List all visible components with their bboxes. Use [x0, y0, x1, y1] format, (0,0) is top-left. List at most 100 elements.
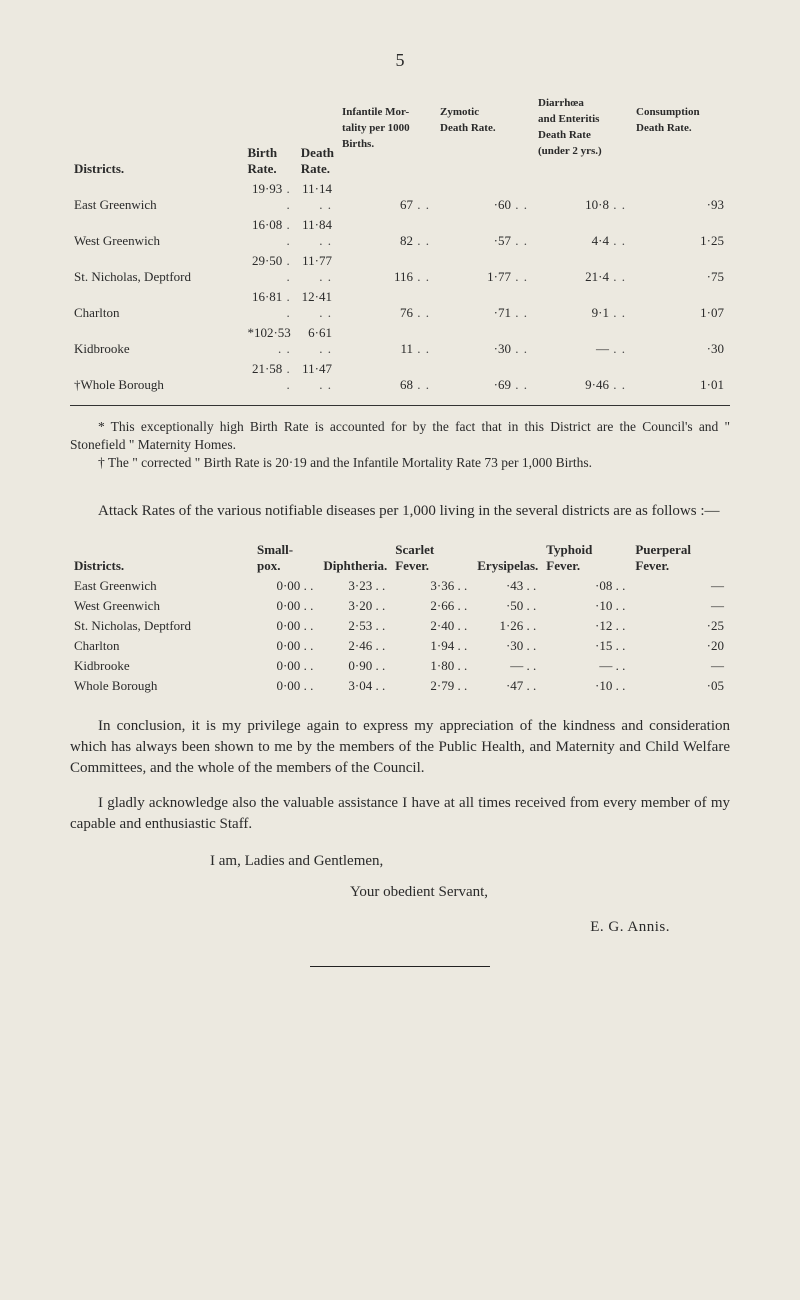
smallpox-cell: 0·00 . . [253, 576, 319, 596]
sig-name: E. G. Annis. [70, 919, 730, 936]
diphtheria-cell: 3·23 . . [319, 576, 391, 596]
death-cell: 11·84 . . [297, 215, 338, 251]
table-row: Kidbrooke0·00 . . 0·90 . . 1·80 . . — . … [70, 656, 730, 676]
scarlet-cell: 3·36 . . [391, 576, 473, 596]
table-row: Kidbrooke*102·53 . . 6·61 . . 11 . . ·30… [70, 323, 730, 359]
col2-erysipelas: Erysipelas. [473, 540, 542, 576]
consumption-cell: 1·25 [632, 215, 730, 251]
col2-districts: Districts. [70, 540, 253, 576]
infantile-cell: 76 . . [338, 287, 436, 323]
puerperal-cell: — [631, 596, 730, 616]
scanned-page: 5 Districts. Birth Rate. Death Rate. Inf… [0, 0, 800, 1300]
death-cell: 11·47 . . [297, 359, 338, 395]
consumption-cell: ·30 [632, 323, 730, 359]
district-cell: Charlton [70, 636, 253, 656]
birth-cell: 19·93 . . [243, 179, 296, 215]
table-row: East Greenwich0·00 . . 3·23 . . 3·36 . .… [70, 576, 730, 596]
col-consumption: Consumption Death Rate. [632, 111, 730, 179]
col-birth-rate: Birth Rate. [243, 111, 296, 179]
infantile-cell: 67 . . [338, 179, 436, 215]
table1-rule [70, 405, 730, 406]
smallpox-cell: 0·00 . . [253, 636, 319, 656]
infantile-cell: 11 . . [338, 323, 436, 359]
typhoid-cell: ·15 . . [542, 636, 631, 656]
consumption-cell: 1·01 [632, 359, 730, 395]
smallpox-cell: 0·00 . . [253, 656, 319, 676]
col2-typhoid: Typhoid Fever. [542, 540, 631, 576]
diphtheria-cell: 3·20 . . [319, 596, 391, 616]
scarlet-cell: 2·40 . . [391, 616, 473, 636]
diarrhoea-cell: 9·1 . . [534, 287, 632, 323]
erysipelas-cell: 1·26 . . [473, 616, 542, 636]
end-rule [310, 966, 490, 967]
smallpox-cell: 0·00 . . [253, 676, 319, 696]
zymotic-cell: ·30 . . [436, 323, 534, 359]
col-diarrhoea: Diarrhœa and Enteritis Death Rate (under… [534, 111, 632, 179]
typhoid-cell: ·10 . . [542, 596, 631, 616]
death-cell: 12·41 . . [297, 287, 338, 323]
death-cell: 11·77 . . [297, 251, 338, 287]
diarrhoea-cell: 10·8 . . [534, 179, 632, 215]
infantile-cell: 82 . . [338, 215, 436, 251]
table-row: West Greenwich16·08 . . 11·84 . . 82 . .… [70, 215, 730, 251]
col-districts: Districts. [70, 111, 243, 179]
zymotic-cell: ·60 . . [436, 179, 534, 215]
col-infantile: Infantile Mor- tality per 1000 Births. [338, 111, 436, 179]
puerperal-cell: ·25 [631, 616, 730, 636]
consumption-cell: ·93 [632, 179, 730, 215]
col2-diphtheria: Diphtheria. [319, 540, 391, 576]
signoff-block: I am, Ladies and Gentlemen, Your obedien… [70, 853, 730, 936]
erysipelas-cell: ·47 . . [473, 676, 542, 696]
district-cell: St. Nicholas, Deptford [70, 616, 253, 636]
birth-cell: 16·08 . . [243, 215, 296, 251]
attack-rates-para: Attack Rates of the various notifiable d… [70, 501, 730, 522]
sig-closing: Your obedient Servant, [70, 884, 730, 901]
col2-puerperal: Puerperal Fever. [631, 540, 730, 576]
table-row: Charlton16·81 . . 12·41 . . 76 . . ·71 .… [70, 287, 730, 323]
typhoid-cell: — . . [542, 656, 631, 676]
zymotic-cell: ·57 . . [436, 215, 534, 251]
smallpox-cell: 0·00 . . [253, 596, 319, 616]
diarrhoea-cell: 4·4 . . [534, 215, 632, 251]
footnote-block: * This exceptionally high Birth Rate is … [70, 418, 730, 473]
scarlet-cell: 1·94 . . [391, 636, 473, 656]
erysipelas-cell: — . . [473, 656, 542, 676]
col-death-rate: Death Rate. [297, 111, 338, 179]
district-cell: West Greenwich [70, 215, 243, 251]
death-cell: 11·14 . . [297, 179, 338, 215]
district-cell: †Whole Borough [70, 359, 243, 395]
puerperal-cell: ·20 [631, 636, 730, 656]
zymotic-cell: ·71 . . [436, 287, 534, 323]
puerperal-cell: — [631, 576, 730, 596]
diarrhoea-cell: 9·46 . . [534, 359, 632, 395]
district-cell: St. Nicholas, Deptford [70, 251, 243, 287]
erysipelas-cell: ·43 . . [473, 576, 542, 596]
scarlet-cell: 2·79 . . [391, 676, 473, 696]
birth-cell: 16·81 . . [243, 287, 296, 323]
district-cell: East Greenwich [70, 179, 243, 215]
erysipelas-cell: ·50 . . [473, 596, 542, 616]
district-cell: East Greenwich [70, 576, 253, 596]
scarlet-cell: 1·80 . . [391, 656, 473, 676]
birth-cell: 21·58 . . [243, 359, 296, 395]
diphtheria-cell: 2·53 . . [319, 616, 391, 636]
diarrhoea-cell: 21·4 . . [534, 251, 632, 287]
diphtheria-cell: 0·90 . . [319, 656, 391, 676]
table-row: St. Nicholas, Deptford0·00 . . 2·53 . . … [70, 616, 730, 636]
diphtheria-cell: 2·46 . . [319, 636, 391, 656]
district-cell: Charlton [70, 287, 243, 323]
consumption-cell: ·75 [632, 251, 730, 287]
table-row: Whole Borough0·00 . . 3·04 . . 2·79 . . … [70, 676, 730, 696]
zymotic-cell: 1·77 . . [436, 251, 534, 287]
page-number: 5 [70, 50, 730, 71]
district-cell: Kidbrooke [70, 656, 253, 676]
district-cell: Whole Borough [70, 676, 253, 696]
sig-salutation: I am, Ladies and Gentlemen, [70, 853, 730, 870]
district-cell: Kidbrooke [70, 323, 243, 359]
diphtheria-cell: 3·04 . . [319, 676, 391, 696]
typhoid-cell: ·10 . . [542, 676, 631, 696]
scarlet-cell: 2·66 . . [391, 596, 473, 616]
typhoid-cell: ·12 . . [542, 616, 631, 636]
puerperal-cell: ·05 [631, 676, 730, 696]
district-cell: West Greenwich [70, 596, 253, 616]
